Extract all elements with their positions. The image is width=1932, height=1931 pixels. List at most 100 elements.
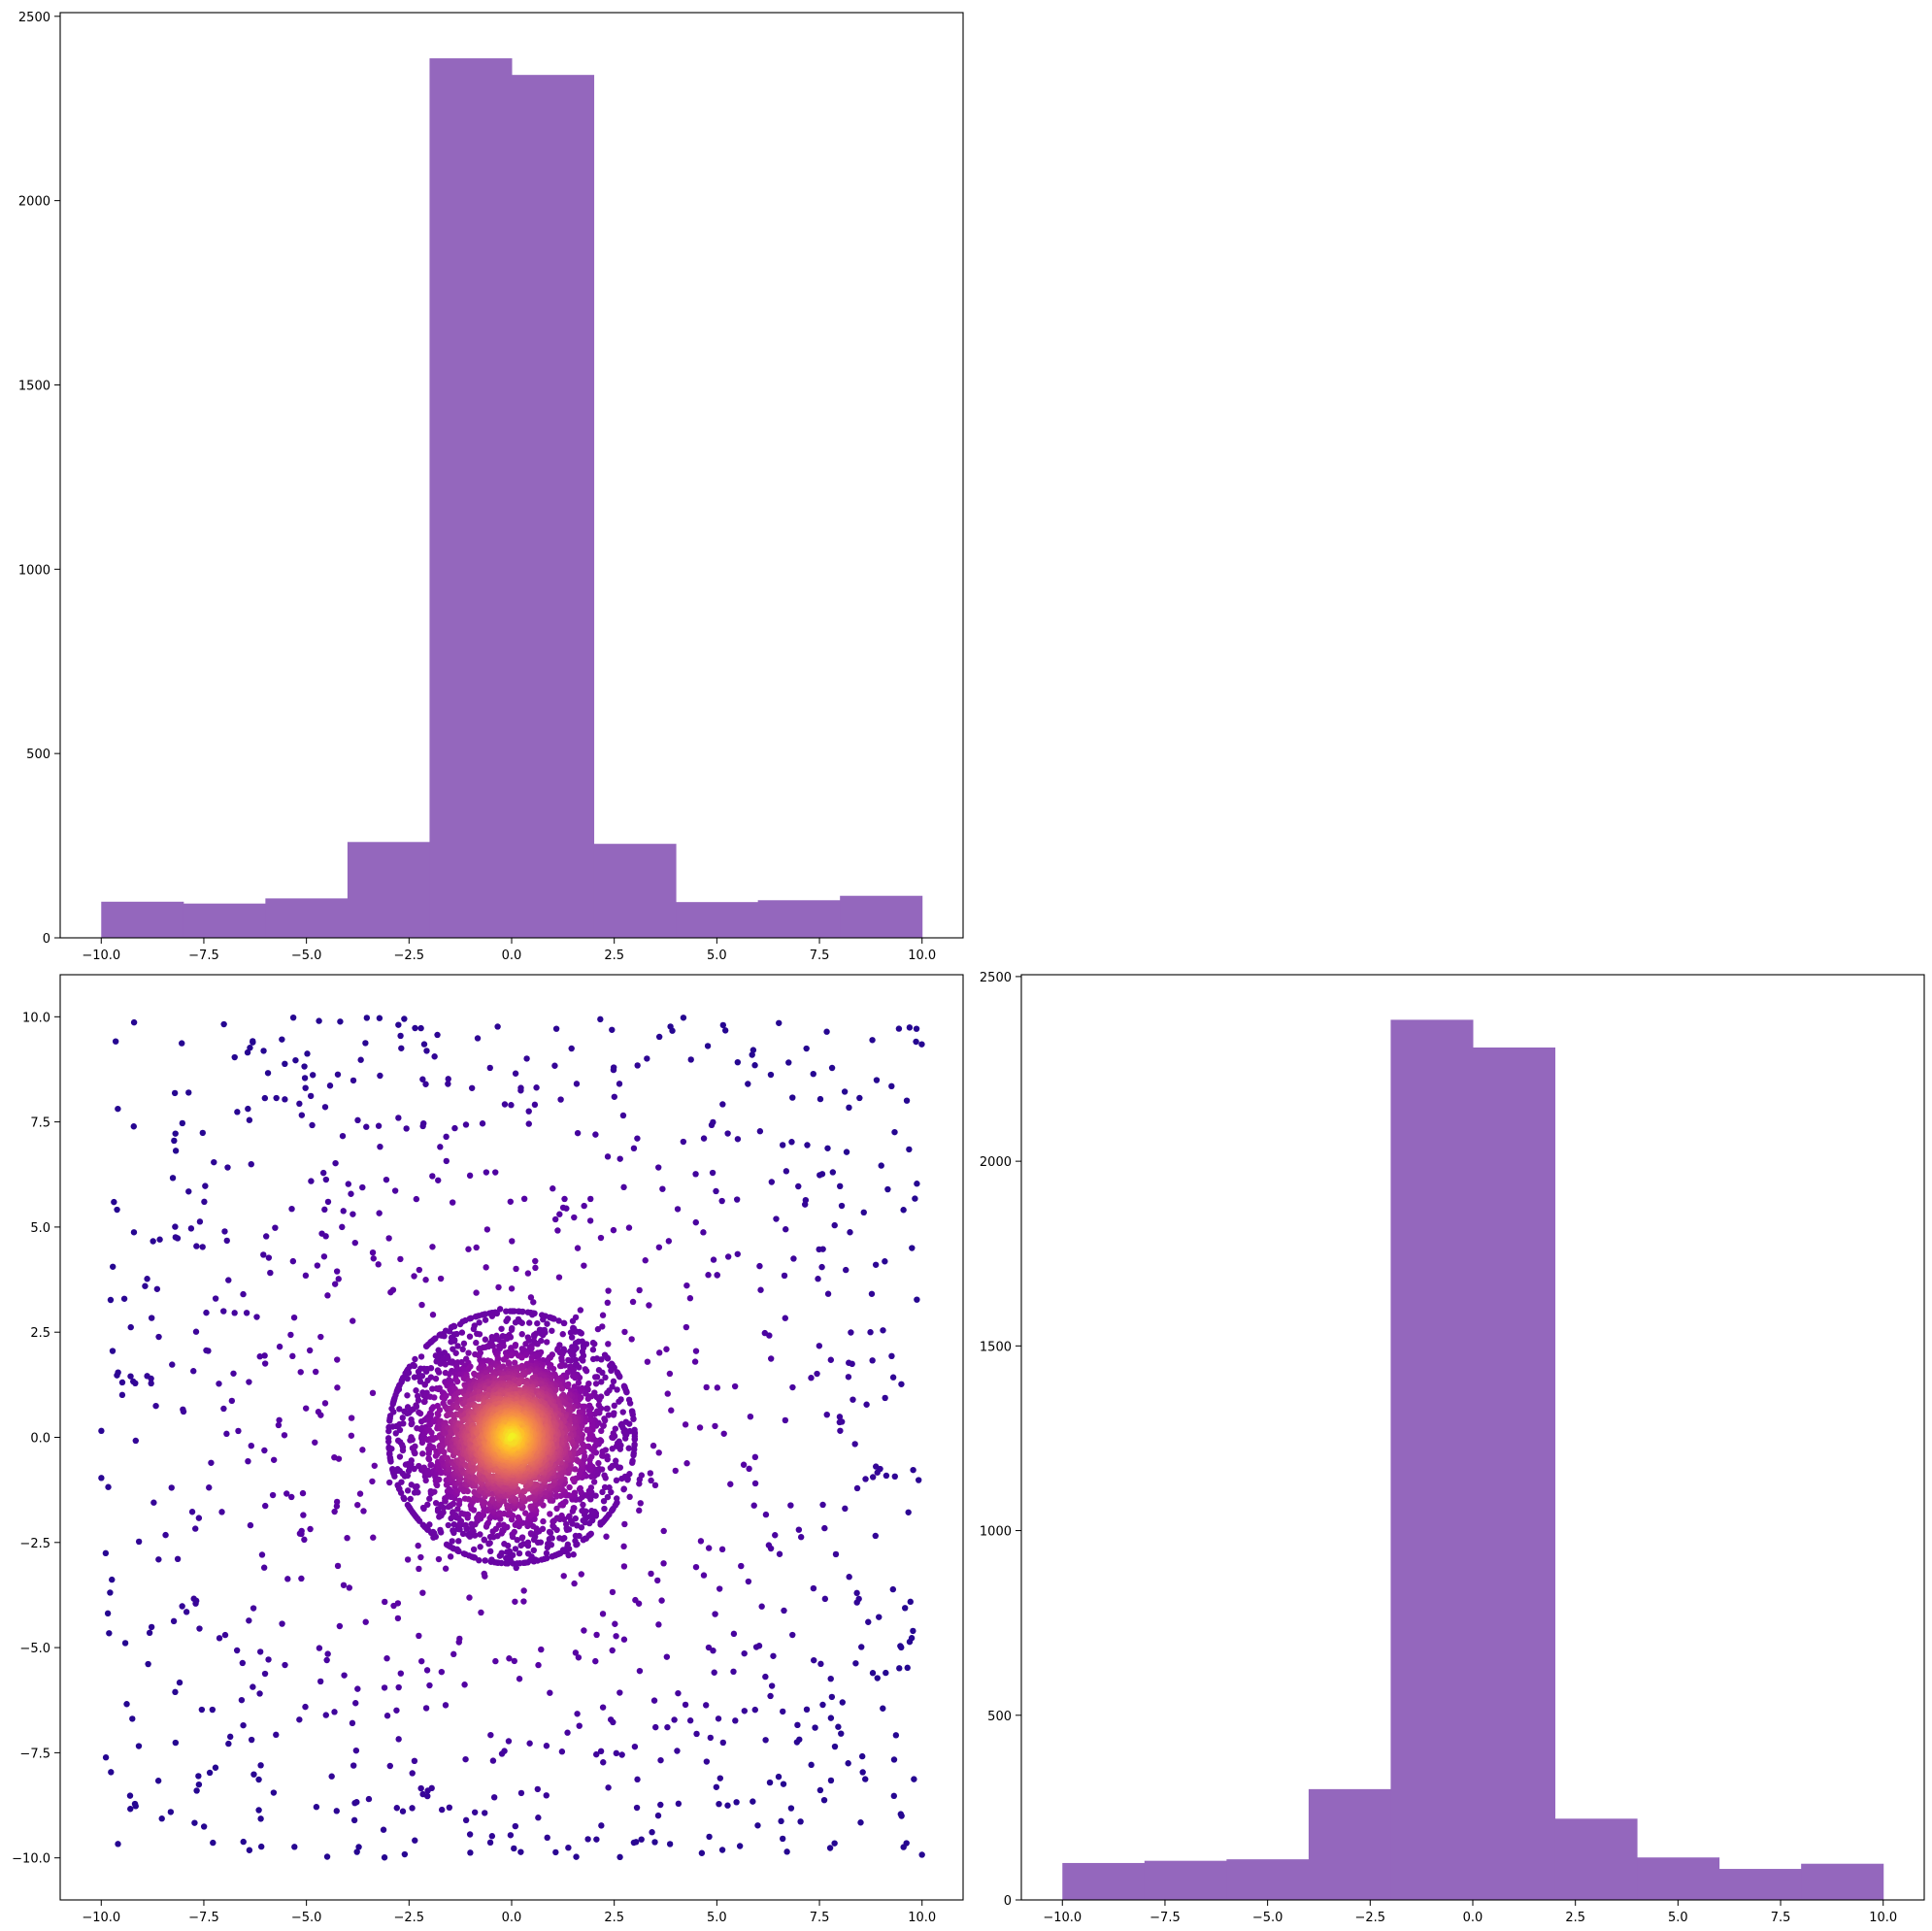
scatter-point: [918, 1851, 925, 1858]
scatter-point: [395, 1115, 402, 1121]
scatter-point: [888, 1352, 895, 1360]
scatter-point: [153, 1285, 161, 1292]
scatter-point: [865, 1618, 872, 1625]
scatter-point: [395, 1736, 402, 1743]
scatter-point: [233, 1647, 241, 1654]
scatter-point: [862, 1476, 869, 1482]
scatter-point: [258, 1551, 266, 1558]
scatter-point: [532, 1368, 539, 1376]
scatter-point: [531, 1333, 538, 1341]
scatter-point: [713, 1783, 720, 1790]
scatter-point: [577, 1307, 584, 1314]
scatter-point: [515, 1514, 521, 1521]
scatter-point: [316, 1678, 324, 1685]
scatter-point: [356, 1490, 364, 1497]
scatter-point: [657, 1801, 664, 1809]
scatter-point: [727, 1481, 734, 1487]
scatter-point: [383, 1176, 390, 1183]
scatter-point: [409, 1805, 416, 1812]
scatter-point: [872, 1532, 879, 1540]
scatter-point: [428, 1429, 435, 1436]
scatter-point: [845, 1374, 852, 1381]
scatter-point: [587, 1484, 595, 1491]
scatter-point: [191, 1819, 198, 1826]
scatter-point: [693, 1730, 700, 1738]
scatter-point: [419, 1450, 426, 1457]
scatter-point: [600, 1497, 608, 1505]
scatter-point: [552, 1848, 559, 1856]
histogram-bar: [676, 902, 759, 938]
scatter-point: [883, 1669, 889, 1677]
scatter-point: [127, 1323, 134, 1331]
scatter-point: [458, 1329, 466, 1336]
scatter-point: [442, 1565, 450, 1572]
scatter-point: [574, 1245, 582, 1251]
scatter-point: [333, 1498, 341, 1506]
scatter-point: [827, 1777, 835, 1784]
scatter-point: [369, 1248, 377, 1256]
scatter-point: [118, 1379, 126, 1386]
scatter-point: [563, 1205, 570, 1212]
scatter-point: [354, 1501, 361, 1509]
scatter-point: [261, 1447, 268, 1454]
scatter-point: [779, 1835, 786, 1843]
scatter-point: [320, 1253, 328, 1260]
scatter-point: [527, 1503, 534, 1511]
scatter-point: [767, 1355, 775, 1362]
scatter-point: [529, 1522, 537, 1530]
scatter-point: [752, 1644, 760, 1650]
scatter-point: [394, 1615, 402, 1622]
scatter-point: [429, 1312, 437, 1318]
scatter-point: [574, 1129, 582, 1137]
scatter-point: [585, 1435, 592, 1443]
scatter-point: [572, 1649, 580, 1656]
scatter-point: [439, 1437, 446, 1444]
scatter-point: [503, 1317, 510, 1324]
scatter-point: [154, 1778, 162, 1784]
scatter-point: [437, 1360, 444, 1367]
scatter-point: [248, 1160, 254, 1168]
scatter-point: [473, 1289, 480, 1296]
scatter-point: [605, 1341, 612, 1348]
scatter-point: [106, 1630, 113, 1637]
scatter-point: [481, 1570, 487, 1578]
scatter-point: [570, 1551, 577, 1558]
scatter-point: [481, 1536, 487, 1544]
scatter-point: [705, 1272, 712, 1279]
scatter-point: [212, 1764, 219, 1771]
scatter-point: [589, 1347, 597, 1353]
scatter-point: [346, 1584, 353, 1591]
scatter-point: [423, 1667, 431, 1674]
scatter-point: [898, 1813, 905, 1819]
scatter-point: [484, 1519, 492, 1526]
scatter-point: [568, 1334, 576, 1341]
scatter-point: [180, 1408, 187, 1415]
scatter-point: [135, 1538, 143, 1546]
scatter-point: [121, 1640, 129, 1647]
scatter-point: [898, 1644, 905, 1651]
scatter-point: [441, 1448, 448, 1456]
scatter-point: [803, 1706, 811, 1714]
scatter-point: [571, 1580, 578, 1587]
scatter-point: [488, 1313, 496, 1319]
scatter-point: [453, 1330, 460, 1338]
scatter-point: [863, 1401, 870, 1408]
scatter-point: [426, 1495, 433, 1502]
scatter-point: [426, 1521, 433, 1528]
scatter-point: [808, 1761, 815, 1769]
scatter-point: [712, 1611, 718, 1617]
scatter-point: [316, 1645, 323, 1651]
scatter-point: [395, 1021, 402, 1028]
scatter-point: [794, 1721, 801, 1729]
scatter-point: [526, 1740, 533, 1747]
y-tick-label: 2000: [18, 195, 50, 210]
scatter-point: [276, 1343, 283, 1350]
scatter-point: [401, 1015, 408, 1022]
scatter-point: [399, 1444, 407, 1450]
scatter-point: [520, 1587, 527, 1594]
scatter-point: [842, 1505, 849, 1513]
scatter-point: [223, 1237, 230, 1245]
scatter-point: [716, 1585, 723, 1592]
scatter-point: [466, 1172, 474, 1180]
scatter-point: [713, 1187, 719, 1195]
